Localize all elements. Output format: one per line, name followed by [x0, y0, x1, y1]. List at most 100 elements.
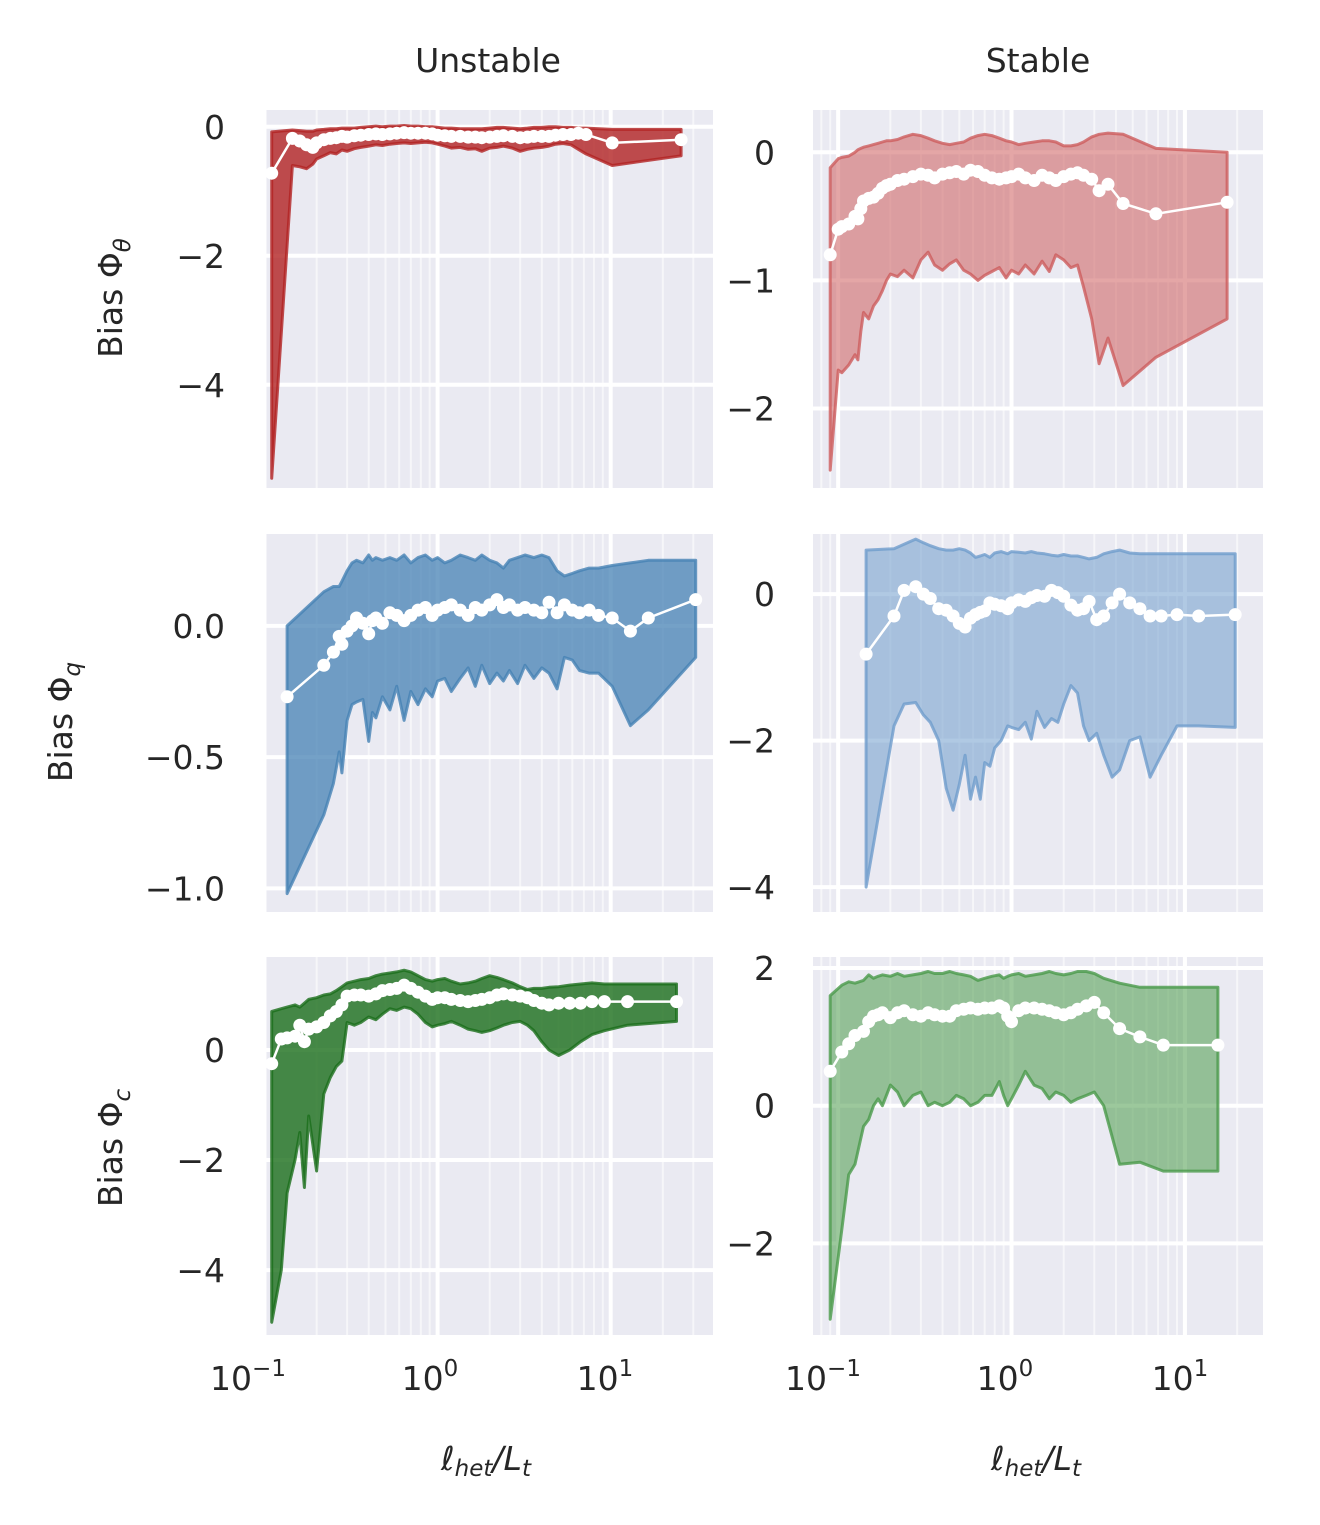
confidence-band [828, 131, 1229, 472]
median-point [1105, 596, 1119, 610]
median-point [1082, 594, 1096, 608]
median-point [674, 133, 688, 147]
ytick-label: −4 [176, 366, 225, 405]
median-point [1057, 589, 1071, 603]
median-point [444, 129, 458, 143]
median-point [670, 995, 683, 1009]
median-point [1156, 1038, 1170, 1052]
median-point [823, 248, 837, 262]
median-point [1123, 596, 1137, 610]
median-point [265, 1057, 279, 1071]
median-point [859, 647, 873, 661]
median-point [335, 637, 349, 651]
ytick-label: 2 [754, 949, 775, 988]
ytick-label: −2 [176, 1141, 225, 1180]
xtick-label: 10−1 [210, 1356, 286, 1398]
xtick-label: 10−1 [785, 1356, 861, 1398]
median-point [1192, 609, 1206, 623]
xlabel-stable: ℓhet/Lt [990, 1439, 1082, 1482]
ytick-label: −2 [176, 237, 225, 276]
median-point [923, 592, 937, 605]
ytick-label: −2 [726, 390, 775, 429]
panel-unstable-c: 0 −2 −4 [176, 957, 713, 1335]
ytick-label: −4 [176, 1251, 225, 1290]
median-point [297, 1035, 311, 1049]
median-point [552, 996, 566, 1010]
median-point [1116, 197, 1130, 210]
xtick-label: 101 [577, 1356, 634, 1398]
median-point [1211, 1038, 1225, 1052]
median-point [1097, 1006, 1111, 1020]
median-point [1228, 608, 1242, 622]
confidence-band [270, 968, 678, 1324]
confidence-band [828, 970, 1220, 1321]
median-point [317, 658, 331, 672]
ylabel-c: Bias Φc [91, 1088, 136, 1207]
median-point [605, 136, 619, 150]
median-point [605, 611, 619, 625]
ytick-label: 0 [204, 1031, 225, 1070]
median-point [1097, 609, 1111, 623]
panel-stable-theta: 0 −1 −2 [726, 110, 1263, 488]
ylabel-theta: Bias Φθ [91, 238, 136, 358]
median-point [563, 996, 577, 1010]
median-point [579, 128, 593, 141]
median-point [265, 166, 279, 180]
column-title-stable: Stable [986, 41, 1091, 80]
svg-text:Bias Φq: Bias Φq [41, 662, 86, 782]
ytick-label: 0 [754, 133, 775, 172]
median-point [542, 595, 556, 609]
ytick-label: 0 [754, 575, 775, 614]
median-point [1085, 172, 1099, 186]
ytick-label: 0 [204, 108, 225, 147]
median-point [621, 995, 634, 1009]
xticks-unstable: 10−1 100 101 [210, 1356, 633, 1398]
median-point [1220, 195, 1234, 209]
median-point [623, 624, 637, 638]
panel-stable-c: 2 0 −2 [726, 949, 1263, 1335]
median-point [851, 212, 865, 226]
column-title-unstable: Unstable [415, 41, 561, 80]
xlabel-unstable: ℓhet/Lt [440, 1439, 532, 1482]
xtick-label: 101 [1152, 1356, 1209, 1398]
panel-unstable-theta: 0 −2 −4 [176, 108, 713, 488]
svg-text:Bias Φθ: Bias Φθ [91, 238, 136, 358]
median-point [823, 1064, 837, 1078]
median-point [887, 609, 901, 623]
ylabel-q: Bias Φq [41, 662, 86, 782]
median-point [641, 611, 655, 625]
plot-background [263, 110, 713, 488]
median-point [1101, 177, 1115, 191]
median-point [689, 593, 703, 607]
median-point [574, 996, 588, 1010]
median-point [1113, 587, 1127, 601]
ytick-label: 0 [754, 1087, 775, 1126]
median-point [1133, 602, 1147, 616]
median-point [535, 606, 549, 620]
median-point [597, 995, 611, 1009]
ytick-label: −2 [726, 722, 775, 761]
confidence-band [270, 124, 683, 480]
xtick-label: 100 [977, 1356, 1034, 1398]
ytick-label: −4 [726, 868, 775, 907]
panel-stable-q: 0 −2 −4 [726, 534, 1263, 912]
median-point [1154, 609, 1168, 623]
ytick-label: −1.0 [145, 869, 225, 908]
svg-text:Bias Φc: Bias Φc [91, 1088, 136, 1207]
median-point [326, 645, 340, 659]
ytick-label: −2 [726, 1224, 775, 1263]
panel-unstable-q: 0.0 −0.5 −1.0 [145, 534, 713, 912]
median-point [1113, 1022, 1127, 1036]
median-point [1143, 609, 1157, 623]
median-point [1133, 1030, 1147, 1044]
median-point [1005, 1015, 1018, 1029]
ytick-label: 0.0 [173, 607, 225, 646]
median-point [288, 1029, 302, 1043]
median-point [280, 690, 294, 704]
median-point [897, 583, 911, 597]
median-point [375, 616, 389, 630]
confidence-band [285, 553, 698, 896]
xtick-label: 100 [402, 1356, 459, 1398]
xticks-stable: 10−1 100 101 [785, 1356, 1208, 1398]
